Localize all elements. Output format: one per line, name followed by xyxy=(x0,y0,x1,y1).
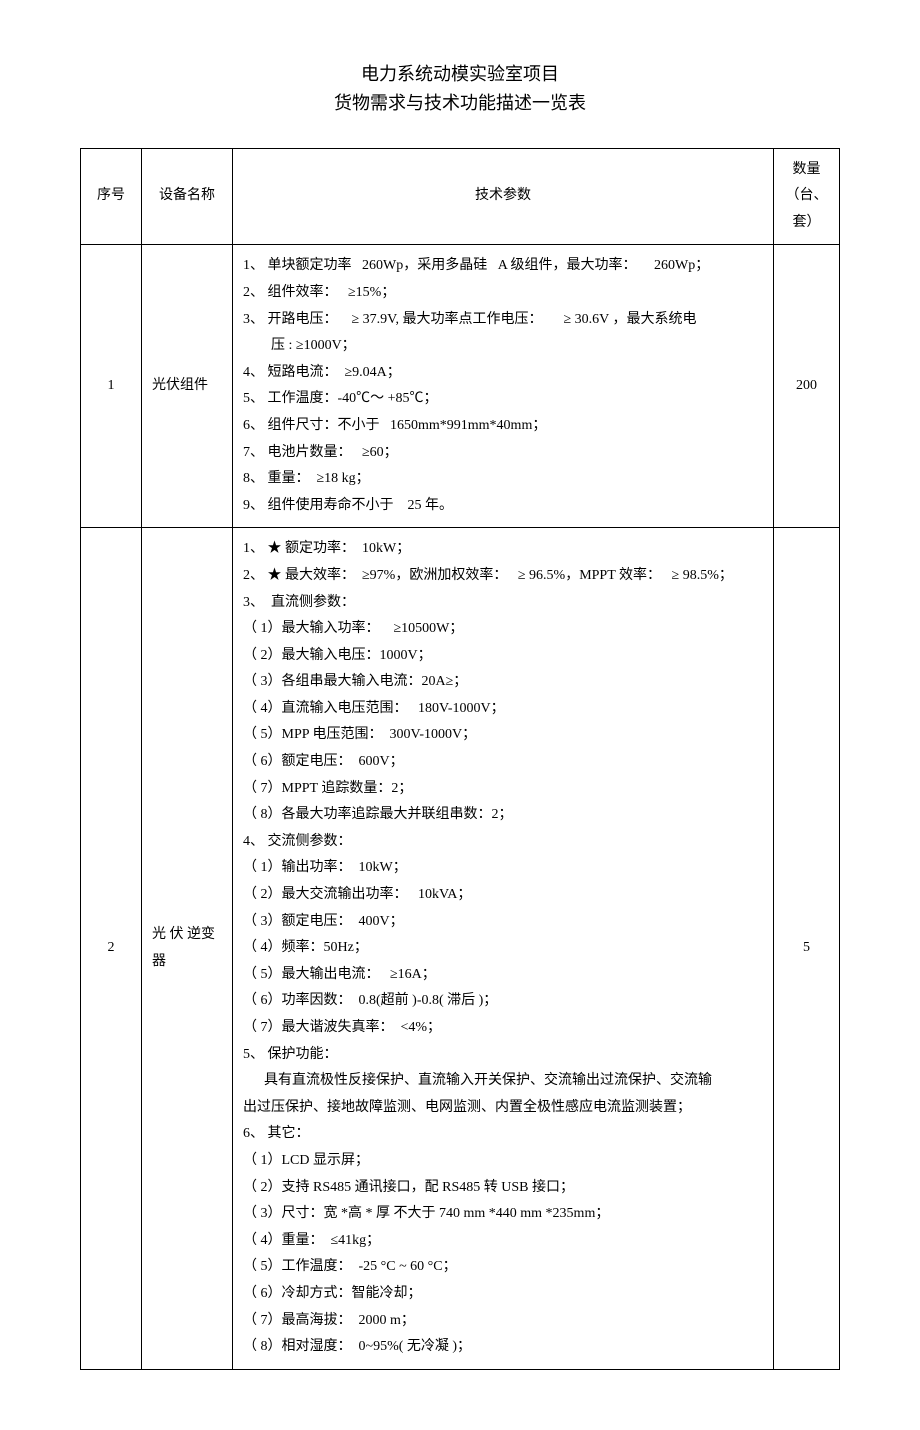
header-qty: 数量（台、套） xyxy=(774,148,840,245)
row-name: 光伏组件 xyxy=(142,245,233,528)
table-header-row: 序号 设备名称 技术参数 数量（台、套） xyxy=(81,148,840,245)
row-spec: 1、 ★ 额定功率： 10kW； 2、 ★ 最大效率： ≥97%，欧洲加权效率：… xyxy=(243,536,763,1360)
row-qty: 5 xyxy=(774,528,840,1369)
row-qty: 200 xyxy=(774,245,840,528)
row-spec: 1、 单块额定功率 260Wp，采用多晶硅 A 级组件，最大功率： 260Wp；… xyxy=(243,253,763,519)
row-seq: 2 xyxy=(81,528,142,1369)
table-row: 1 光伏组件 1、 单块额定功率 260Wp，采用多晶硅 A 级组件，最大功率：… xyxy=(81,245,840,528)
row-name: 光 伏 逆变器 xyxy=(142,528,233,1369)
table-row: 2 光 伏 逆变器 1、 ★ 额定功率： 10kW； 2、 ★ 最大效率： ≥9… xyxy=(81,528,840,1369)
header-seq: 序号 xyxy=(81,148,142,245)
title-line-2: 货物需求与技术功能描述一览表 xyxy=(80,89,840,118)
title-line-1: 电力系统动模实验室项目 xyxy=(80,60,840,89)
spec-table: 序号 设备名称 技术参数 数量（台、套） 1 光伏组件 1、 单块额定功率 26… xyxy=(80,148,840,1370)
document-title: 电力系统动模实验室项目 货物需求与技术功能描述一览表 xyxy=(80,60,840,118)
row-seq: 1 xyxy=(81,245,142,528)
header-spec: 技术参数 xyxy=(233,148,774,245)
header-name: 设备名称 xyxy=(142,148,233,245)
